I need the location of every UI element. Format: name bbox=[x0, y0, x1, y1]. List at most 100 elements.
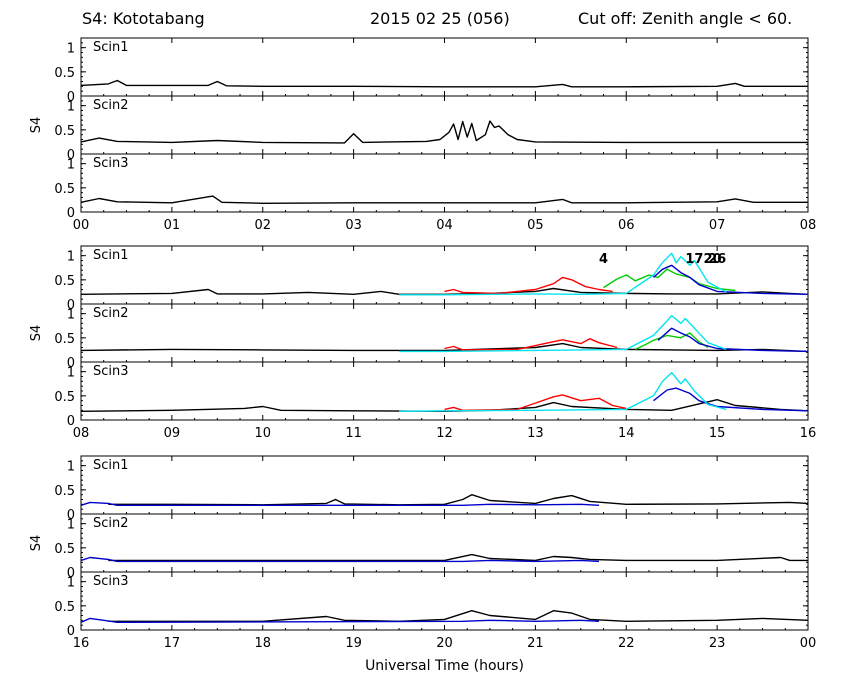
panel-label: Scin3 bbox=[93, 364, 129, 379]
y-tick-label: 1 bbox=[67, 460, 75, 475]
x-tick-label: 11 bbox=[345, 426, 362, 441]
panel-label: Scin1 bbox=[93, 458, 129, 473]
y-tick-label: 1 bbox=[67, 42, 75, 57]
x-tick-label: 17 bbox=[164, 636, 181, 651]
y-tick-label: 1 bbox=[67, 100, 75, 115]
y-tick-label: 1 bbox=[67, 366, 75, 381]
series-line-cyan bbox=[399, 314, 727, 353]
y-axis-label: S4 bbox=[29, 117, 44, 134]
panel-frame bbox=[80, 513, 809, 573]
x-tick-label: 12 bbox=[436, 426, 453, 441]
x-tick-label: 05 bbox=[527, 218, 544, 233]
y-tick-label: 1 bbox=[67, 518, 75, 533]
series-line-blue bbox=[653, 264, 809, 295]
x-tick-label: 21 bbox=[527, 636, 544, 651]
y-tick-label: 0 bbox=[67, 624, 75, 639]
x-tick-label: 10 bbox=[254, 426, 271, 441]
series-line-cyan bbox=[399, 371, 727, 412]
panel-label: Scin2 bbox=[93, 98, 129, 113]
series-line-red bbox=[444, 394, 627, 411]
x-tick-label: 06 bbox=[618, 218, 635, 233]
series-line-black bbox=[108, 553, 808, 562]
x-tick-label: 01 bbox=[164, 218, 181, 233]
series-line-blue bbox=[653, 387, 809, 412]
y-tick-label: 0 bbox=[67, 206, 75, 221]
x-tick-label: 20 bbox=[436, 636, 453, 651]
series-line-black bbox=[80, 287, 809, 295]
x-tick-label: 08 bbox=[73, 426, 90, 441]
prn-label: 4 bbox=[599, 252, 608, 267]
x-axis-label: Universal Time (hours) bbox=[365, 658, 524, 674]
y-tick-label: 1 bbox=[67, 158, 75, 173]
y-tick-label: 0 bbox=[67, 414, 75, 429]
x-tick-label: 23 bbox=[709, 636, 726, 651]
y-tick-label: 0 bbox=[67, 148, 75, 163]
x-tick-label: 04 bbox=[436, 218, 453, 233]
panel-label: Scin3 bbox=[93, 156, 129, 171]
cutoff-title: Cut off: Zenith angle < 60. bbox=[578, 9, 793, 28]
prn-label: 26 bbox=[708, 252, 726, 267]
x-tick-label: 14 bbox=[618, 426, 635, 441]
x-tick-label: 07 bbox=[709, 218, 726, 233]
y-tick-label: 0.5 bbox=[54, 390, 75, 405]
x-tick-label: 22 bbox=[618, 636, 635, 651]
panel-label: Scin3 bbox=[93, 574, 129, 589]
x-tick-label: 13 bbox=[527, 426, 544, 441]
y-tick-label: 0.5 bbox=[54, 484, 75, 499]
series-line-red bbox=[444, 276, 613, 295]
y-axis-label: S4 bbox=[29, 535, 44, 552]
prn-label: 17 bbox=[685, 252, 703, 267]
x-tick-label: 09 bbox=[164, 426, 181, 441]
station-title: S4: Kototabang bbox=[82, 9, 205, 28]
panel-label: Scin1 bbox=[93, 40, 129, 55]
x-tick-label: 03 bbox=[345, 218, 362, 233]
series-line-blue bbox=[657, 327, 809, 353]
x-tick-label: 08 bbox=[800, 218, 817, 233]
x-tick-label: 18 bbox=[254, 636, 271, 651]
series-line-black bbox=[80, 342, 809, 353]
x-tick-label: 15 bbox=[709, 426, 726, 441]
panel-label: Scin2 bbox=[93, 306, 129, 321]
y-tick-label: 0.5 bbox=[54, 542, 75, 557]
y-tick-label: 0.5 bbox=[54, 332, 75, 347]
y-tick-label: 0.5 bbox=[54, 600, 75, 615]
panel-frame bbox=[80, 95, 809, 155]
series-line-blue bbox=[80, 617, 600, 623]
y-tick-label: 0 bbox=[67, 90, 75, 105]
y-axis-label: S4 bbox=[29, 325, 44, 342]
y-tick-label: 0 bbox=[67, 356, 75, 371]
x-tick-label: 19 bbox=[345, 636, 362, 651]
y-tick-label: 0 bbox=[67, 566, 75, 581]
y-tick-label: 1 bbox=[67, 308, 75, 323]
series-line-blue bbox=[80, 501, 600, 506]
x-tick-label: 02 bbox=[254, 218, 271, 233]
y-tick-label: 0 bbox=[67, 298, 75, 313]
x-tick-label: 00 bbox=[800, 636, 817, 651]
y-tick-label: 1 bbox=[67, 576, 75, 591]
panel-label: Scin2 bbox=[93, 516, 129, 531]
y-tick-label: 0.5 bbox=[54, 66, 75, 81]
series-line-black bbox=[80, 195, 808, 204]
series-line-blue bbox=[80, 556, 600, 563]
date-title: 2015 02 25 (056) bbox=[370, 9, 510, 28]
y-tick-label: 0.5 bbox=[54, 124, 75, 139]
y-tick-label: 0.5 bbox=[54, 182, 75, 197]
x-tick-label: 16 bbox=[73, 636, 90, 651]
x-tick-label: 00 bbox=[73, 218, 90, 233]
series-line-green bbox=[603, 268, 736, 292]
series-line-green bbox=[635, 332, 709, 351]
prn-label: 20 bbox=[704, 252, 722, 267]
x-tick-label: 16 bbox=[800, 426, 817, 441]
y-tick-label: 1 bbox=[67, 250, 75, 265]
series-line-black bbox=[80, 79, 808, 88]
series-line-black bbox=[80, 399, 809, 412]
series-line-black bbox=[80, 120, 808, 144]
y-tick-label: 0 bbox=[67, 508, 75, 523]
series-line-black bbox=[108, 610, 809, 622]
series-line-cyan bbox=[399, 252, 727, 296]
series-line-black bbox=[108, 494, 809, 506]
series-line-red bbox=[444, 338, 618, 351]
panel-label: Scin1 bbox=[93, 248, 129, 263]
y-tick-label: 0.5 bbox=[54, 274, 75, 289]
